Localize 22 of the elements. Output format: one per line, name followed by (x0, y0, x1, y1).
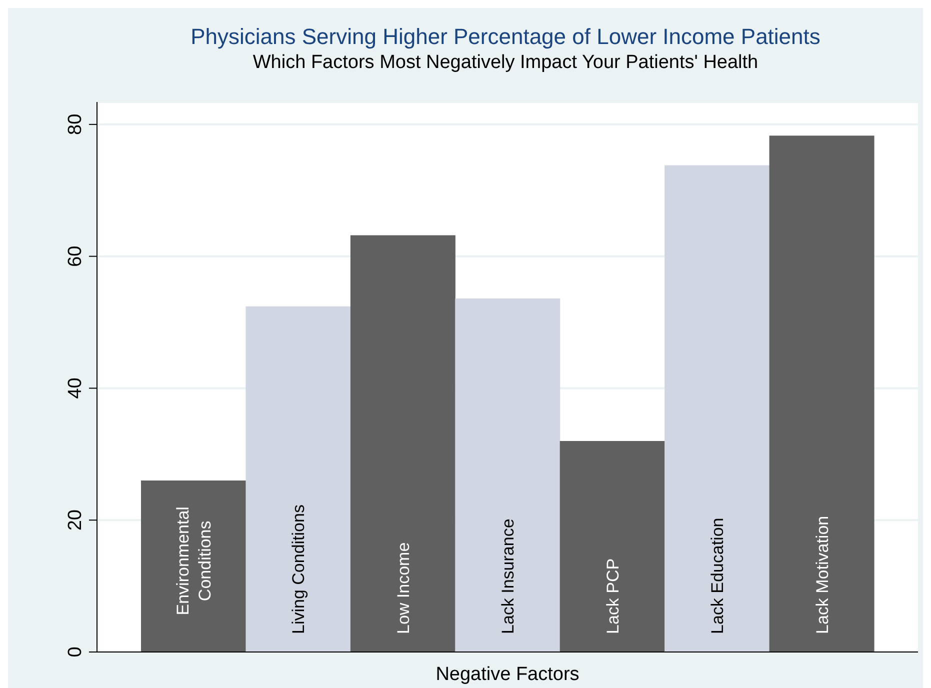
bar (664, 165, 770, 652)
x-tick-label: Living Conditions (289, 504, 308, 634)
y-tick-label: 0 (65, 646, 86, 658)
y-tick-label: 80 (65, 114, 86, 135)
x-tick-label: Lack Education (708, 518, 728, 634)
x-axis-title: Negative Factors (436, 664, 580, 685)
chart-subtitle: Which Factors Most Negatively Impact Your Patients' Health (252, 52, 760, 74)
y-tick-label: 20 (65, 510, 86, 531)
x-tick-label: Environmental Conditions (174, 506, 214, 616)
bar (560, 440, 665, 652)
bar (350, 235, 456, 652)
bar (455, 298, 560, 652)
x-tick-label: Low Income (394, 542, 413, 634)
x-tick-label: Lack PCP (603, 558, 622, 634)
bar (769, 136, 874, 652)
bar (141, 480, 246, 652)
bar (246, 306, 351, 652)
x-tick-label: Lack Insurance (498, 518, 518, 634)
x-tick-label: Lack Motivation (812, 516, 832, 634)
y-tick-label: 40 (65, 378, 86, 399)
y-tick-label: 60 (65, 246, 86, 267)
chart-title: Physicians Serving Higher Percentage of Lower Income Patients (190, 24, 822, 50)
